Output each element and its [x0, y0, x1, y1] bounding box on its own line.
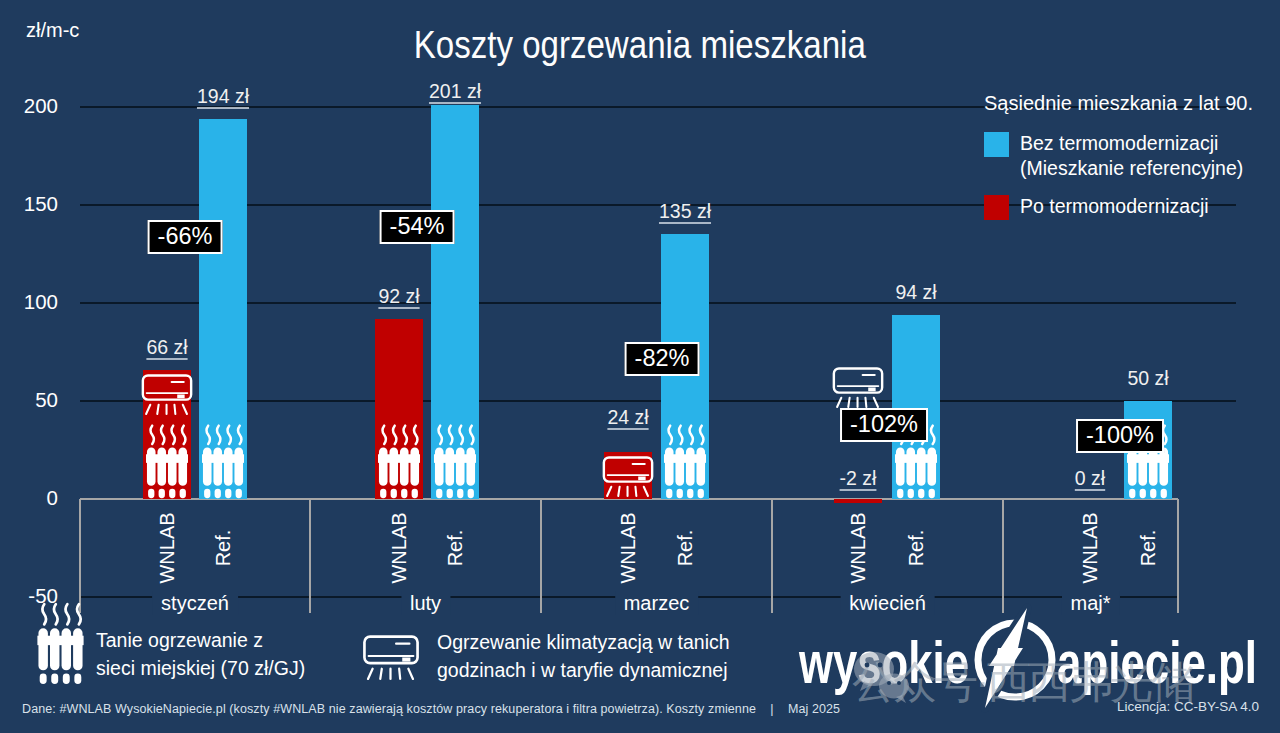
group-separator	[1002, 499, 1004, 613]
gridline	[80, 302, 1236, 304]
x-series-label: Ref.	[674, 530, 697, 567]
x-month-label: styczeń	[152, 591, 238, 615]
legend-heading: Sąsiednie mieszkania z lat 90.	[984, 92, 1280, 115]
footer-source: Dane: #WNLAB WysokieNapiecie.pl (koszty …	[22, 702, 840, 716]
value-label: 94 zł	[895, 281, 936, 304]
value-label: 24 zł	[607, 406, 648, 429]
x-series-label: WNLAB	[617, 512, 640, 583]
legend-item-thermo: Po termomodernizacji	[984, 194, 1280, 220]
air-conditioner-icon	[358, 634, 424, 681]
legend-label-reference: Bez termomodernizacji(Mieszkanie referen…	[1020, 131, 1243, 180]
radiator-icon	[664, 421, 706, 499]
change-badge: -66%	[148, 220, 223, 254]
value-label: 92 zł	[378, 285, 419, 308]
radiator-icon	[33, 600, 88, 684]
value-label: 135 zł	[659, 200, 711, 223]
gridline	[80, 400, 1236, 402]
group-separator	[309, 499, 311, 613]
radiator-icon	[202, 421, 244, 499]
x-series-label: Ref.	[444, 530, 467, 567]
bar-WNLAB-kwiecień	[834, 499, 882, 503]
icon-legend-ac: Ogrzewanie klimatyzacją w tanichgodzinac…	[437, 628, 730, 684]
heating-costs-infographic: zł/m-c Koszty ogrzewania mieszkania 2001…	[0, 0, 1280, 733]
legend-swatch-blue	[984, 132, 1009, 157]
value-label: 201 zł	[429, 80, 481, 103]
air-conditioner-icon	[141, 373, 193, 416]
y-tick-label: 200	[0, 94, 58, 118]
wechat-icon	[850, 645, 912, 707]
x-series-label: WNLAB	[156, 512, 179, 583]
x-series-label: Ref.	[212, 530, 235, 567]
radiator-icon	[146, 421, 188, 499]
value-label: 50 zł	[1127, 367, 1168, 390]
watermark: 公众号·西西弗光储	[850, 645, 1192, 712]
x-month-label: marzec	[615, 591, 699, 615]
x-series-label: Ref.	[1137, 530, 1160, 567]
value-label: 0 zł	[1075, 467, 1105, 490]
y-tick-label: 150	[0, 192, 58, 216]
change-badge: -82%	[625, 342, 700, 376]
value-label: 194 zł	[197, 85, 249, 108]
change-badge: -100%	[1076, 419, 1164, 453]
y-tick-label: 0	[0, 486, 58, 510]
change-badge: -102%	[840, 408, 928, 442]
x-series-label: Ref.	[905, 530, 928, 567]
chart-title: Koszty ogrzewania mieszkania	[0, 24, 1280, 67]
value-label: -2 zł	[840, 467, 877, 490]
legend-label-thermo: Po termomodernizacji	[1020, 194, 1209, 219]
series-legend: Sąsiednie mieszkania z lat 90. Bez termo…	[984, 92, 1280, 234]
group-separator	[771, 499, 773, 613]
radiator-icon	[434, 421, 476, 499]
y-tick-label: 100	[0, 290, 58, 314]
value-label: 66 zł	[146, 336, 187, 359]
group-separator	[540, 499, 542, 613]
x-series-label: WNLAB	[388, 512, 411, 583]
group-separator	[79, 499, 81, 613]
legend-item-reference: Bez termomodernizacji(Mieszkanie referen…	[984, 131, 1280, 180]
air-conditioner-icon	[832, 366, 884, 409]
radiator-icon	[378, 421, 420, 499]
group-separator	[1177, 499, 1179, 613]
x-series-label: WNLAB	[847, 512, 870, 583]
change-badge: -54%	[380, 210, 455, 244]
legend-swatch-red	[984, 195, 1009, 220]
x-series-label: WNLAB	[1079, 512, 1102, 583]
icon-legend-district-heating: Tanie ogrzewanie zsieci miejskiej (70 zł…	[96, 626, 305, 682]
y-tick-label: 50	[0, 388, 58, 412]
air-conditioner-icon	[602, 455, 654, 498]
x-month-label: luty	[401, 591, 450, 615]
